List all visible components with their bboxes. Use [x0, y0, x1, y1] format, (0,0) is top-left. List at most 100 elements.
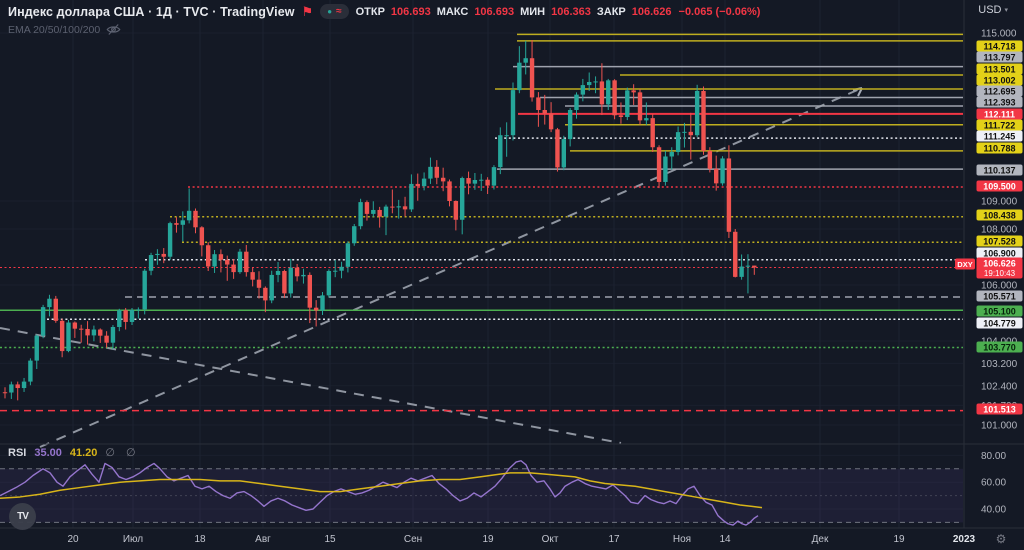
svg-text:107.528: 107.528: [983, 237, 1016, 247]
rsi-plot[interactable]: [0, 460, 763, 526]
svg-text:115.000: 115.000: [981, 29, 1017, 40]
svg-text:106.626: 106.626: [983, 258, 1016, 268]
price-level-label: [976, 247, 1023, 259]
svg-text:108.438: 108.438: [983, 211, 1016, 221]
svg-text:20: 20: [67, 534, 79, 545]
high-value: 106.693: [474, 5, 515, 18]
price-levels[interactable]: [0, 33, 963, 412]
time-axis[interactable]: 20 Июл 18 Авг 15 Сен 19 Окт 17 Ноя 14 Дек 19 2023 ⚙: [67, 532, 1006, 546]
svg-text:113.501: 113.501: [983, 65, 1015, 75]
price-level-label: [976, 51, 1023, 63]
visibility-off-icon[interactable]: [106, 23, 121, 36]
svg-text:14: 14: [719, 534, 731, 545]
svg-text:106.000: 106.000: [981, 281, 1018, 292]
price-level-label: [976, 74, 1023, 86]
grid-lines: [72, 0, 900, 528]
price-level-label: [976, 108, 1023, 120]
status-wave-icon: ≈: [336, 5, 342, 17]
price-level-label: [976, 119, 1023, 131]
ema-label[interactable]: EMA 20/50/100/200: [8, 23, 101, 36]
svg-text:Авг: Авг: [255, 534, 271, 545]
price-level-label: [976, 290, 1023, 302]
svg-text:109.500: 109.500: [983, 182, 1016, 192]
price-level-label: [976, 142, 1023, 154]
rsi-value: 35.00: [34, 446, 62, 459]
chevron-down-icon: ▾: [1004, 7, 1008, 14]
svg-text:17: 17: [608, 534, 620, 545]
svg-text:112.393: 112.393: [983, 98, 1015, 108]
last-price-label: [976, 257, 1023, 279]
change-value: −0.065 (−0.06%): [678, 5, 761, 18]
svg-text:40.00: 40.00: [981, 505, 1006, 516]
symbol-legend: Индекс доллара США · 1Д · TVC · TradingV…: [8, 4, 760, 19]
price-level-label: [976, 164, 1023, 176]
svg-text:106.900: 106.900: [983, 249, 1016, 259]
tradingview-watermark: TV: [9, 503, 36, 530]
svg-text:101.513: 101.513: [983, 405, 1016, 415]
svg-text:80.00: 80.00: [981, 451, 1006, 462]
indicator-legend-rsi: RSI 35.00 41.20 ∅ ∅: [8, 446, 140, 460]
svg-text:103.200: 103.200: [981, 359, 1018, 370]
open-value: 106.693: [390, 5, 431, 18]
price-level-label: [976, 317, 1023, 329]
svg-text:111.245: 111.245: [984, 132, 1016, 142]
currency-label: USD: [978, 4, 1002, 16]
candlesticks[interactable]: [2, 40, 757, 401]
svg-text:19: 19: [482, 534, 494, 545]
rsi-band: [0, 468, 963, 523]
price-level-label: [976, 209, 1023, 221]
price-level-label: [976, 305, 1023, 317]
svg-text:105.100: 105.100: [983, 307, 1016, 317]
low-label: МИН: [520, 5, 546, 18]
flag-icon[interactable]: ⚑: [301, 3, 314, 19]
svg-text:108.000: 108.000: [981, 225, 1018, 236]
price-level-label: [976, 63, 1023, 75]
svg-text:Июл: Июл: [123, 534, 143, 545]
settings-gear-icon[interactable]: ⚙: [996, 532, 1007, 546]
rsi-ma-value: 41.20: [69, 446, 98, 459]
svg-text:2023: 2023: [953, 534, 976, 545]
price-level-label: [976, 130, 1023, 142]
svg-text:112.111: 112.111: [984, 110, 1015, 120]
svg-text:112.695: 112.695: [983, 87, 1015, 97]
svg-text:111.722: 111.722: [984, 121, 1016, 131]
price-level-label: [976, 403, 1023, 415]
market-status-pill[interactable]: ● ≈: [320, 4, 349, 19]
bar-countdown: 19:10:43: [984, 269, 1016, 278]
rsi-empty-values: ∅ ∅: [105, 447, 140, 459]
svg-text:Дек: Дек: [812, 534, 829, 545]
rsi-label[interactable]: RSI: [8, 446, 27, 459]
symbol-badge: [955, 258, 975, 270]
price-level-label: [976, 40, 1023, 52]
svg-text:114.718: 114.718: [983, 42, 1015, 52]
ohlc-readout: ОТКР 106.693 МАКС 106.693 МИН 106.363 ЗА…: [356, 6, 672, 18]
svg-text:101.000: 101.000: [981, 421, 1018, 432]
svg-text:110.137: 110.137: [983, 166, 1015, 176]
symbol-title[interactable]: Индекс доллара США · 1Д · TVC · TradingV…: [8, 4, 295, 19]
price-axis[interactable]: 115.000109.000108.000106.000104.000103.2…: [955, 29, 1023, 516]
svg-text:15: 15: [324, 534, 336, 545]
price-level-label: [976, 85, 1023, 97]
close-label: ЗАКР: [596, 5, 626, 18]
high-label: МАКС: [436, 5, 469, 18]
price-level-label: [976, 235, 1023, 247]
svg-text:18: 18: [194, 534, 206, 545]
price-level-label: [976, 96, 1023, 108]
low-value: 106.363: [551, 5, 591, 18]
svg-text:109.000: 109.000: [981, 197, 1018, 208]
svg-text:60.00: 60.00: [981, 478, 1006, 489]
currency-selector[interactable]: USD ▾: [978, 4, 1008, 16]
indicator-legend-ema: EMA 20/50/100/200: [8, 23, 121, 36]
svg-text:104.779: 104.779: [983, 319, 1016, 329]
svg-text:105.571: 105.571: [983, 292, 1016, 302]
price-level-label: [976, 341, 1023, 353]
svg-text:Ноя: Ноя: [673, 534, 691, 545]
svg-text:19: 19: [893, 534, 905, 545]
status-dot-icon: ●: [327, 6, 333, 16]
svg-text:102.400: 102.400: [981, 381, 1018, 392]
svg-text:Сен: Сен: [404, 534, 422, 545]
svg-text:113.002: 113.002: [983, 76, 1015, 86]
